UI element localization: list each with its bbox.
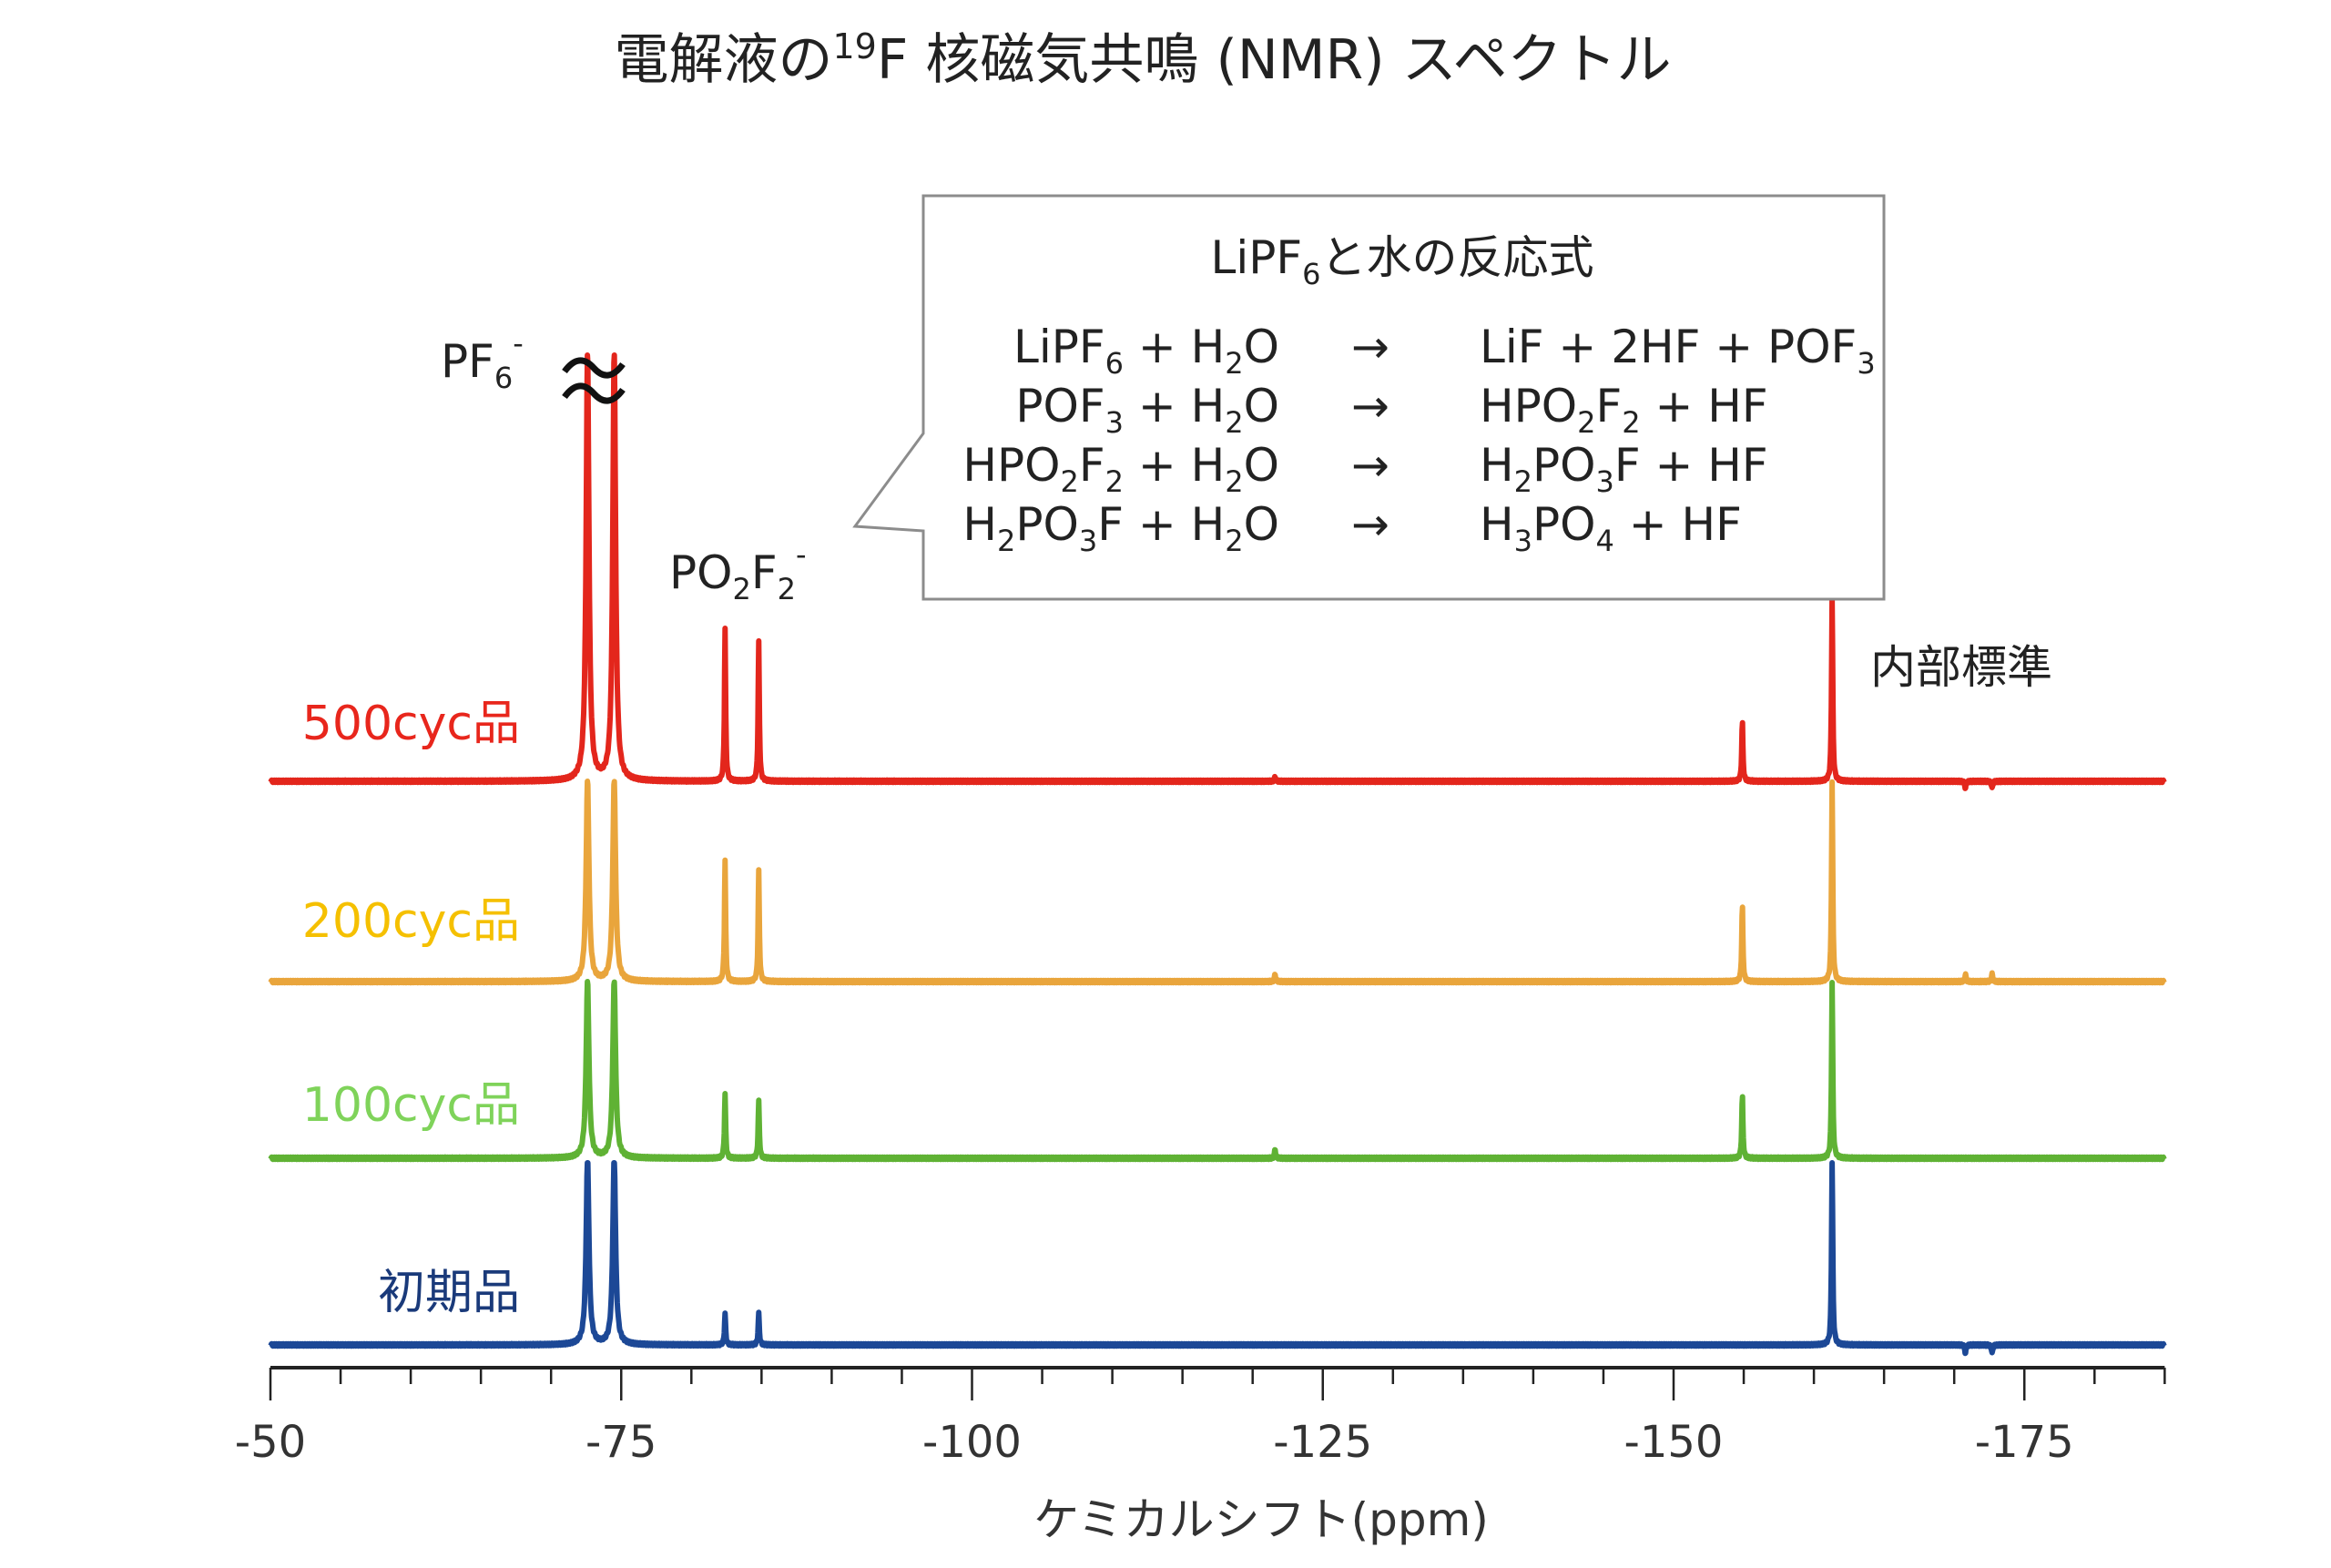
spectrum-line-1 [268, 979, 2167, 1163]
x-tick-label: -150 [1624, 1417, 1724, 1468]
equation-left: HPO2F2 + H2O [962, 439, 1279, 499]
x-axis: -50 -75 -100 -125 -150 -175 [235, 1366, 2166, 1468]
spectrum-line-2 [268, 779, 2167, 986]
series-label: 200cyc品 [302, 894, 520, 949]
axis-break-mark [562, 357, 626, 404]
x-tick-label: -75 [585, 1417, 657, 1468]
x-tick-label: -125 [1273, 1417, 1372, 1468]
reaction-arrow: → [1351, 498, 1389, 551]
reaction-callout: LiPF6と水の反応式 LiPF6 + H2O → LiF + 2HF + POF3… [852, 194, 1886, 601]
x-tick-label: -50 [235, 1417, 306, 1468]
series-label: 500cyc品 [302, 697, 520, 751]
reaction-arrow: → [1351, 380, 1389, 433]
po2f2-label: PO2F2- [669, 537, 807, 606]
reaction-arrow: → [1351, 439, 1389, 492]
chart-title: 電解液の19F 核磁気共鳴 (NMR) スペクトル [614, 26, 1671, 92]
internal-standard-label: 内部標準 [1870, 641, 2052, 694]
spectrum-line-3 [268, 352, 2167, 791]
x-axis-label: ケミカルシフト(ppm) [1033, 1493, 1489, 1546]
series-label: 初期品 [378, 1266, 520, 1320]
reaction-box-title: LiPF6と水の反応式 [1210, 231, 1593, 291]
pf6-label: PF6- [441, 326, 524, 395]
equation-left: LiPF6 + H2O [1013, 321, 1279, 381]
equation-left: H2PO3F + H2O [962, 498, 1279, 558]
x-tick-label: -100 [922, 1417, 1022, 1468]
reaction-arrow: → [1351, 321, 1389, 373]
x-tick-label: -175 [1975, 1417, 2074, 1468]
spectrum-line-0 [268, 1160, 2167, 1357]
equation-right: LiF + 2HF + POF3 [1480, 321, 1876, 381]
equation-left: POF3 + H2O [1015, 380, 1279, 440]
equation-right: H3PO4 + HF [1480, 498, 1742, 558]
series-label: 100cyc品 [302, 1078, 520, 1133]
equation-right: HPO2F2 + HF [1480, 380, 1768, 440]
equation-right: H2PO3F + HF [1480, 439, 1768, 499]
spectra [268, 352, 2167, 1357]
